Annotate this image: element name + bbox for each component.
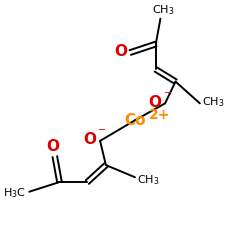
Text: $^{-}$: $^{-}$ <box>96 126 106 140</box>
Text: $^{-}$: $^{-}$ <box>163 89 172 103</box>
Text: O: O <box>114 44 127 59</box>
Text: H$_3$C: H$_3$C <box>3 186 26 200</box>
Text: Co: Co <box>124 113 146 128</box>
Text: 2+: 2+ <box>149 108 170 122</box>
Text: O: O <box>148 95 162 110</box>
Text: O: O <box>84 132 96 147</box>
Text: CH$_3$: CH$_3$ <box>137 173 160 186</box>
Text: CH$_3$: CH$_3$ <box>152 4 174 18</box>
Text: O: O <box>46 139 59 154</box>
Text: CH$_3$: CH$_3$ <box>202 95 225 109</box>
